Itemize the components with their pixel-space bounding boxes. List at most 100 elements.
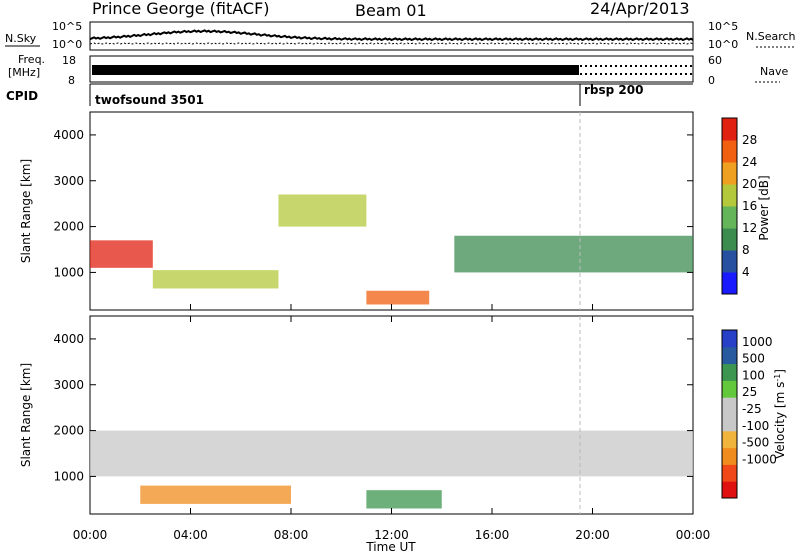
velocity-colorbar-cell: [722, 330, 737, 348]
power-colorbar-cell: [722, 162, 737, 185]
freq-label: Freq.: [18, 53, 45, 66]
velocity-colorbar-tick: -1000: [742, 452, 777, 466]
velocity-colorbar-cell: [722, 380, 737, 398]
svg-text:00:00: 00:00: [73, 528, 108, 542]
frequency-panel: Freq. [MHz] 18 8 60 0 Nave: [8, 53, 788, 87]
power-colorbar-cell: [722, 272, 737, 295]
y-tick: 1000: [53, 469, 693, 483]
nave-top-tick: 60: [708, 54, 722, 67]
power-y-ticks: 1000 2000 3000 4000: [53, 128, 693, 279]
date-title: 24/Apr/2013: [590, 0, 690, 18]
noise-search-trace: [89, 42, 694, 45]
power-colorbar-tick: 20: [742, 177, 757, 191]
noise-left-bottom-tick: 10^0: [52, 38, 82, 51]
svg-text:16:00: 16:00: [475, 528, 510, 542]
cpid-program-twofsound: twofsound 3501: [95, 93, 204, 107]
svg-text:08:00: 08:00: [274, 528, 309, 542]
x-tick: 12:00: [374, 304, 409, 542]
svg-text:20:00: 20:00: [575, 528, 610, 542]
power-panel: 1000 2000 3000 4000 Slant Range [km]: [19, 111, 694, 311]
power-colorbar: 4 8 12 16 20 24 28 Power [dB]: [721, 117, 771, 295]
svg-text:4000: 4000: [53, 128, 84, 142]
noise-right-top-tick: 10^5: [708, 20, 738, 33]
velocity-colorbar-cell: [722, 397, 737, 415]
y-tick: 3000: [53, 174, 693, 188]
power-colorbar-tick: 16: [742, 199, 757, 213]
power-colorbar-cell: [722, 184, 737, 207]
noise-left-top-tick: 10^5: [52, 20, 82, 33]
noise-panel: N.Sky 10^5 10^0 10^5 10^0 N.Search: [5, 20, 796, 51]
velocity-colorbar-cell: [722, 481, 737, 499]
data-band: [152, 270, 279, 289]
velocity-colorbar-tick: 25: [742, 385, 757, 399]
velocity-colorbar-cell: [722, 414, 737, 432]
power-colorbar-tick: 12: [742, 221, 757, 235]
svg-text:4000: 4000: [53, 332, 84, 346]
power-data-layer: [90, 194, 693, 305]
svg-text:04:00: 04:00: [173, 528, 208, 542]
svg-text:00:00: 00:00: [676, 528, 711, 542]
velocity-colorbar-tick: -500: [742, 436, 769, 450]
data-band: [454, 235, 693, 273]
velocity-y-axis-label: Slant Range [km]: [19, 363, 33, 467]
station-title: Prince George (fitACF): [92, 0, 270, 18]
noise-sky-label: N.Sky: [5, 32, 37, 45]
x-tick: 08:00: [274, 304, 309, 542]
y-tick: 4000: [53, 128, 693, 142]
power-colorbar-tick: 28: [742, 133, 757, 147]
power-colorbar-cell: [722, 206, 737, 229]
noise-sky-trace: [89, 29, 694, 42]
svg-text:2000: 2000: [53, 220, 84, 234]
velocity-colorbar-cell: [722, 447, 737, 465]
velocity-colorbar-tick: 100: [742, 368, 765, 382]
freq-unit-label: [MHz]: [8, 66, 40, 79]
cpid-panel: CPID twofsound 3501 rbsp 200: [6, 83, 693, 107]
y-tick: 2000: [53, 424, 693, 438]
velocity-panel: 1000 2000 3000 4000 Slant Range [km] 00:00 0…: [19, 304, 710, 554]
nave-label: Nave: [760, 65, 788, 78]
velocity-y-ticks: 1000 2000 3000 4000: [53, 332, 693, 483]
power-colorbar-cell: [722, 140, 737, 163]
velocity-data-layer: [90, 430, 693, 509]
y-tick: 1000: [53, 265, 693, 279]
freq-fill-bar: [92, 65, 579, 75]
y-tick: 3000: [53, 378, 693, 392]
x-tick: 00:00: [73, 304, 108, 542]
velocity-colorbar-tick: 1000: [742, 335, 773, 349]
data-band: [278, 194, 367, 227]
velocity-colorbar-tick: -25: [742, 402, 762, 416]
power-colorbar-label: Power [dB]: [757, 175, 771, 240]
power-colorbar-tick: 8: [742, 243, 750, 257]
x-tick: 04:00: [173, 304, 208, 542]
svg-text:3000: 3000: [53, 378, 84, 392]
velocity-colorbar-label: Velocity [m s-1]: [773, 369, 788, 459]
power-colorbar-tick: 24: [742, 155, 757, 169]
power-colorbar-tick: 4: [742, 265, 750, 279]
velocity-colorbar-cell: [722, 464, 737, 482]
power-y-axis-label: Slant Range [km]: [19, 159, 33, 263]
x-tick: 20:00: [575, 304, 610, 542]
svg-text:3000: 3000: [53, 174, 84, 188]
power-colorbar-cell: [722, 250, 737, 273]
velocity-colorbar: 1000 500 100 25 -25 -100 -500 -1000 Velocity [m…: [721, 329, 788, 499]
x-tick: 00:00: [676, 304, 711, 542]
velocity-colorbar-tick: 500: [742, 352, 765, 366]
data-band: [140, 485, 291, 504]
freq-top-tick: 18: [62, 54, 76, 67]
power-colorbar-cell: [722, 228, 737, 251]
nave-bottom-tick: 0: [708, 74, 715, 87]
velocity-colorbar-cell: [722, 363, 737, 381]
data-band: [366, 490, 442, 509]
noise-search-label: N.Search: [746, 30, 796, 43]
beam-title: Beam 01: [355, 1, 427, 20]
x-tick: 16:00: [475, 304, 510, 542]
velocity-colorbar-cell: [722, 430, 737, 449]
cpid-program-rbsp: rbsp 200: [584, 83, 643, 97]
data-band: [366, 290, 430, 305]
x-axis-label: Time UT: [365, 540, 416, 554]
svg-text:2000: 2000: [53, 424, 84, 438]
y-tick: 2000: [53, 220, 693, 234]
cpid-label: CPID: [6, 89, 38, 103]
freq-bottom-tick: 8: [68, 74, 75, 87]
